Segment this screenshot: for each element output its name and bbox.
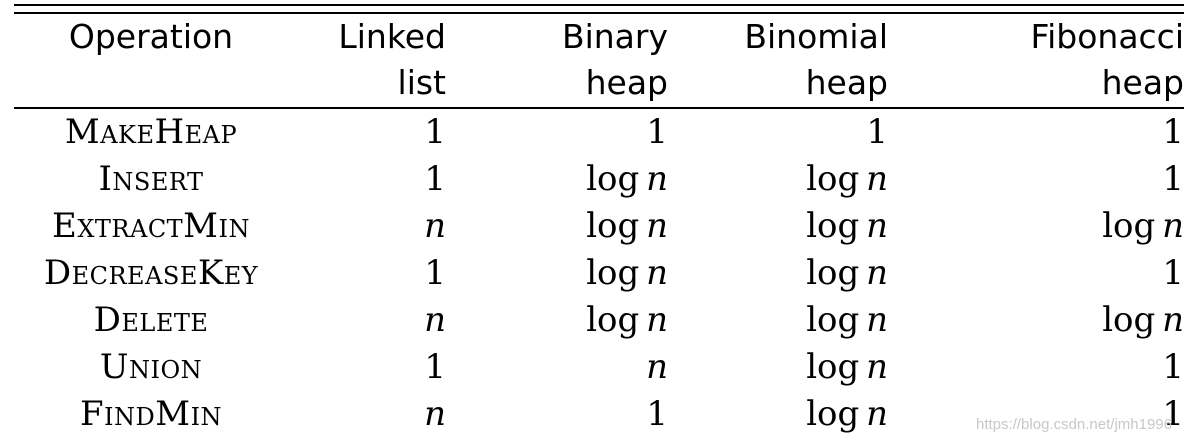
operation-name: MakeHeap	[64, 112, 238, 152]
header-binary-heap: Binary heap	[561, 17, 668, 102]
cell-fibonacci-heap: 1	[1162, 394, 1184, 434]
header-fibonacci-heap: Fibonacci heap	[1030, 17, 1184, 102]
cell-binary-heap: log n	[586, 300, 668, 340]
operation-name: DecreaseKey	[43, 253, 259, 293]
header-linked-list: Linked list	[338, 17, 446, 102]
cell-binomial-heap: log n	[806, 394, 888, 434]
cell-linked-list: 1	[424, 112, 446, 152]
cell-binomial-heap: log n	[806, 347, 888, 387]
cell-linked-list: 1	[424, 159, 446, 199]
top-rule-outer	[14, 4, 1184, 6]
cell-fibonacci-heap: 1	[1162, 347, 1184, 387]
cell-fibonacci-heap: log n	[1102, 300, 1184, 340]
cell-binomial-heap: log n	[806, 206, 888, 246]
operation-name: FindMin	[79, 394, 223, 434]
cell-binomial-heap: log n	[806, 253, 888, 293]
cell-linked-list: 1	[424, 253, 446, 293]
cell-fibonacci-heap: log n	[1102, 206, 1184, 246]
table-row: MakeHeap 1 1 1 1	[14, 107, 1184, 156]
cell-fibonacci-heap: 1	[1162, 159, 1184, 199]
cell-binary-heap: log n	[586, 159, 668, 199]
heap-complexity-table: Operation Linked list Binary heap Binomial…	[14, 14, 1184, 438]
cell-linked-list: n	[424, 300, 446, 340]
cell-linked-list: n	[424, 206, 446, 246]
cell-linked-list: n	[424, 394, 446, 434]
top-rule-inner	[14, 12, 1184, 14]
cell-fibonacci-heap: 1	[1162, 253, 1184, 293]
table-row: Union 1 n log n 1	[14, 344, 1184, 391]
table-body: MakeHeap 1 1 1 1 Insert 1 log n log n 1 ExtractMin…	[14, 107, 1184, 438]
operation-name: Insert	[98, 159, 204, 199]
cell-binary-heap: log n	[586, 206, 668, 246]
cell-binary-heap: log n	[586, 253, 668, 293]
watermark-text: https://blog.csdn.net/jmh1996	[976, 416, 1172, 433]
table-row: Delete n log n log n log n	[14, 297, 1184, 344]
header-binomial-heap: Binomial heap	[744, 17, 888, 102]
operation-name: Union	[99, 347, 203, 387]
table-row: Insert 1 log n log n 1	[14, 156, 1184, 203]
cell-linked-list: 1	[424, 347, 446, 387]
cell-binary-heap: 1	[646, 394, 668, 434]
cell-binary-heap: 1	[646, 112, 668, 152]
cell-binary-heap: n	[646, 347, 668, 387]
operation-name: ExtractMin	[52, 206, 250, 246]
cell-binomial-heap: 1	[866, 112, 888, 152]
table-row: FindMin n 1 log n 1	[14, 391, 1184, 438]
cell-binomial-heap: log n	[806, 159, 888, 199]
header-row: Operation Linked list Binary heap Binomial…	[14, 14, 1184, 107]
header-rule	[14, 107, 1184, 109]
header-operation: Operation	[68, 17, 234, 56]
table-row: ExtractMin n log n log n log n	[14, 203, 1184, 250]
table-row: DecreaseKey 1 log n log n 1	[14, 250, 1184, 297]
cell-fibonacci-heap: 1	[1162, 112, 1184, 152]
operation-name: Delete	[93, 300, 209, 340]
cell-binomial-heap: log n	[806, 300, 888, 340]
